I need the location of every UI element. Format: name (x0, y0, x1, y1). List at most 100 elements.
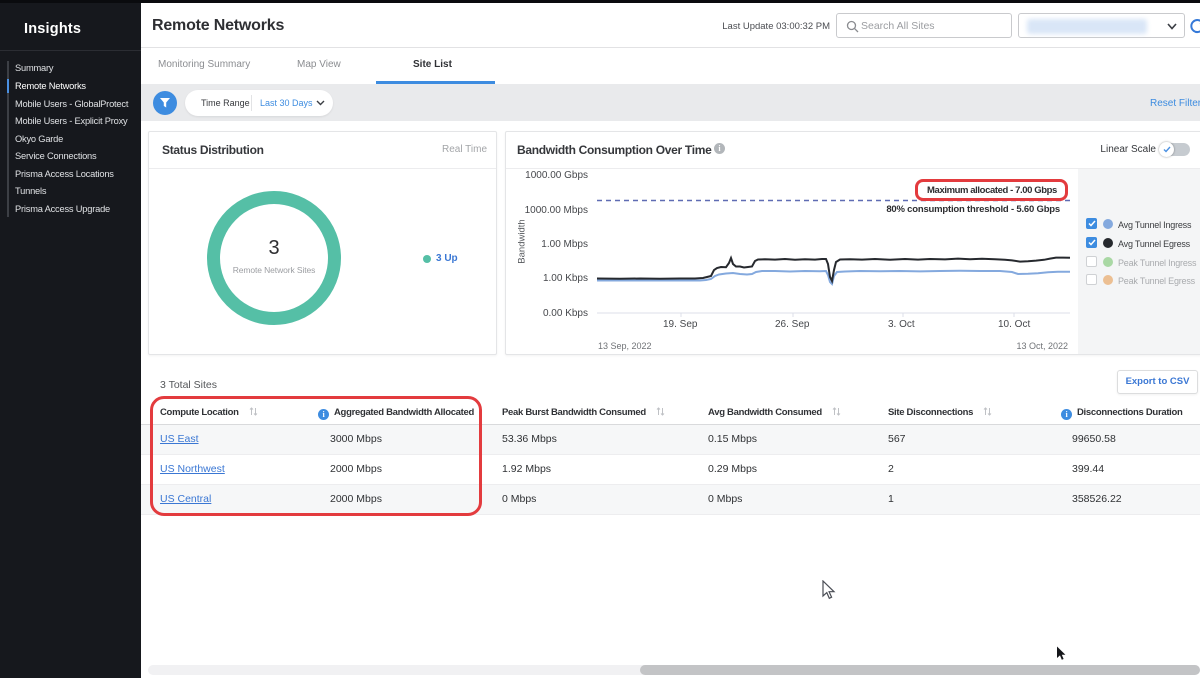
col-site-disconnections[interactable]: Site Disconnections (888, 407, 992, 418)
sidebar-item-mobile-users-globalprotect[interactable]: Mobile Users - GlobalProtect (15, 98, 129, 109)
table-row (141, 485, 1200, 515)
cell-duration: 358526.22 (1072, 493, 1122, 505)
x-tick: 26. Sep (775, 319, 810, 330)
sort-icon[interactable] (656, 407, 665, 416)
bandwidth-card-title: Bandwidth Consumption Over Time (517, 143, 712, 157)
tab-site-list[interactable]: Site List (413, 59, 452, 70)
page-title: Remote Networks (152, 17, 285, 34)
cell-disconnections: 567 (888, 433, 906, 445)
sort-icon[interactable] (832, 407, 841, 416)
avg-tunnel-ingress-line (597, 269, 1070, 286)
horizontal-scrollbar-thumb[interactable] (640, 665, 1200, 675)
refresh-icon[interactable] (1189, 18, 1200, 34)
donut-count: 3 (268, 237, 280, 259)
cell-peak: 53.36 Mbps (502, 433, 557, 445)
mouse-cursor (822, 580, 836, 600)
checkbox-checked-icon[interactable] (1086, 218, 1097, 229)
cell-allocated: 2000 Mbps (330, 463, 382, 475)
cell-disconnections: 2 (888, 463, 894, 475)
chart-legend-panel (1078, 169, 1200, 354)
tab-map-view[interactable]: Map View (297, 59, 341, 70)
active-tab-underline (376, 81, 495, 84)
y-tick: 1000.00 Gbps (525, 170, 588, 181)
series-dot-egress (1103, 237, 1113, 248)
y-tick: 1.00 Mbps (541, 239, 588, 250)
tenant-dropdown[interactable] (1018, 13, 1185, 38)
filter-button[interactable] (153, 91, 177, 115)
info-icon[interactable]: i (1061, 409, 1072, 420)
chevron-down-icon (1167, 23, 1177, 30)
annotation-box-table-columns (150, 396, 482, 516)
series-dot-peak-egress (1103, 274, 1113, 285)
cell-allocated: 3000 Mbps (330, 433, 382, 445)
mouse-cursor-2 (1057, 646, 1066, 660)
time-range-divider (251, 95, 252, 111)
series-dot-peak-ingress (1103, 256, 1113, 267)
table-row (141, 455, 1200, 485)
sidebar-item-prisma-access-locations[interactable]: Prisma Access Locations (15, 168, 114, 179)
time-range-value[interactable]: Last 30 Days (260, 98, 313, 108)
site-link-us-northwest[interactable]: US Northwest (160, 463, 225, 475)
sidebar-item-summary[interactable]: Summary (15, 63, 54, 73)
col-peak-burst[interactable]: Peak Burst Bandwidth Consumed (502, 407, 665, 418)
checkbox-unchecked-icon[interactable] (1086, 256, 1097, 267)
checkbox-unchecked-icon[interactable] (1086, 274, 1097, 285)
x-tick: 10. Oct (998, 319, 1031, 330)
donut-count-label: Remote Network Sites (232, 265, 316, 275)
sidebar-item-prisma-access-upgrade[interactable]: Prisma Access Upgrade (15, 203, 111, 214)
site-link-us-central[interactable]: US Central (160, 493, 212, 505)
sidebar-item-tunnels[interactable]: Tunnels (15, 186, 47, 196)
search-icon (846, 20, 859, 33)
linear-scale-label: Linear Scale (1100, 144, 1156, 155)
header-divider (141, 47, 1200, 48)
legend-label: Peak Tunnel Egress (1118, 275, 1195, 286)
sort-icon[interactable] (249, 407, 258, 416)
y-tick: 1000.00 Mbps (524, 205, 588, 216)
status-card-mode: Real Time (441, 144, 487, 155)
sidebar-item-mobile-users-explicit-proxy[interactable]: Mobile Users - Explicit Proxy (15, 116, 128, 126)
status-donut-chart (207, 191, 341, 325)
cell-duration: 399.44 (1072, 463, 1105, 475)
legend-label: Peak Tunnel Ingress (1118, 257, 1197, 268)
time-range-pill[interactable] (185, 90, 333, 116)
top-strip (0, 0, 1200, 3)
sidebar-item-remote-networks[interactable]: Remote Networks (15, 81, 86, 91)
sort-icon[interactable] (983, 407, 992, 416)
col-aggregated-bandwidth[interactable]: i Aggregated Bandwidth Allocated (318, 407, 474, 420)
sidebar-item-service-connections[interactable]: Service Connections (15, 151, 97, 161)
series-dot-ingress (1103, 218, 1113, 229)
search-input[interactable] (836, 13, 1012, 38)
col-avg-bandwidth[interactable]: Avg Bandwidth Consumed (708, 407, 841, 418)
export-to-csv-button[interactable]: Export to CSV (1117, 370, 1198, 394)
time-range-label: Time Range (201, 98, 250, 108)
status-legend-dot (423, 255, 431, 263)
sidebar: Insights Summary Remote Networks Mobile … (0, 0, 141, 678)
x-tick: 19. Sep (663, 319, 698, 330)
toggle-check-icon (1163, 146, 1171, 153)
status-legend-label[interactable]: 3 Up (436, 253, 458, 264)
time-range-chevron-icon (316, 100, 325, 106)
cell-peak: 1.92 Mbps (502, 463, 552, 475)
col-compute-location[interactable]: Compute Location (160, 407, 258, 418)
sidebar-item-okyo-garde[interactable]: Okyo Garde (15, 133, 64, 144)
tab-monitoring-summary[interactable]: Monitoring Summary (158, 59, 251, 70)
bandwidth-card-divider (506, 168, 1200, 169)
legend-label: Avg Tunnel Egress (1118, 238, 1190, 249)
annotation-box-max-allocated (915, 179, 1068, 201)
info-icon[interactable]: i (318, 409, 329, 420)
cell-disconnections: 1 (888, 493, 894, 505)
site-link-us-east[interactable]: US East (160, 433, 199, 445)
chart-range-start: 13 Sep, 2022 (598, 341, 652, 351)
last-update-label: Last Update 03:00:32 PM (722, 21, 830, 32)
sidebar-rail (7, 61, 9, 217)
status-card-title: Status Distribution (162, 143, 264, 157)
col-disconnections-duration[interactable]: i Disconnections Duration (1061, 407, 1183, 420)
cell-peak: 0 Mbps (502, 493, 537, 505)
cell-avg: 0 Mbps (708, 493, 743, 505)
reset-filters-link[interactable]: Reset Filters (1150, 98, 1200, 109)
y-tick: 1.00 Kbps (542, 273, 588, 284)
y-tick: 0.00 Kbps (542, 308, 588, 319)
checkbox-checked-icon[interactable] (1086, 237, 1097, 248)
bandwidth-info-icon[interactable]: i (714, 143, 725, 154)
